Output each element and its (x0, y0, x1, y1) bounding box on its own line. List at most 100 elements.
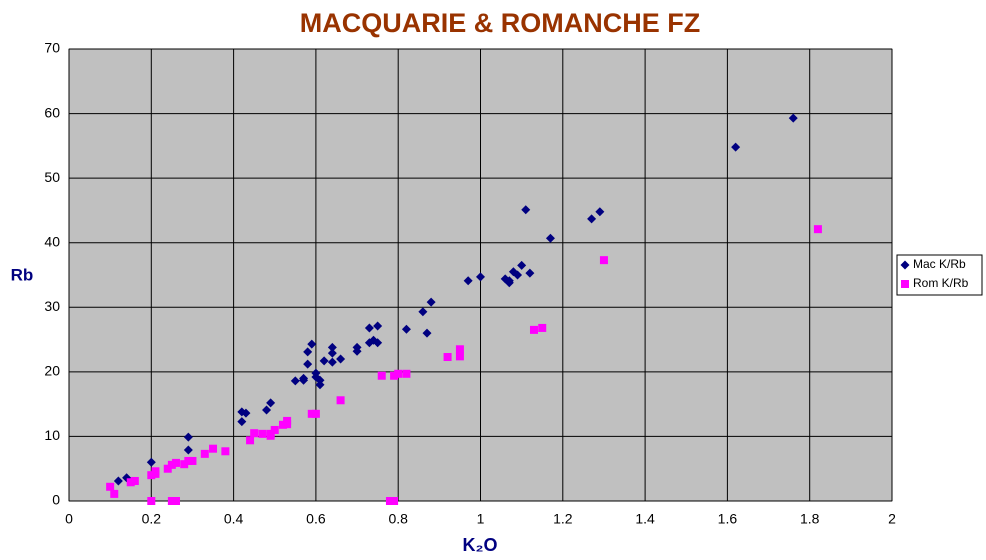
data-point (147, 471, 156, 480)
data-point (455, 345, 464, 354)
data-point (327, 342, 337, 352)
data-point (126, 478, 135, 487)
data-point (180, 460, 189, 469)
data-point (151, 467, 160, 476)
data-point (538, 323, 547, 332)
data-point (327, 357, 337, 367)
chart-title: MACQUARIE & ROMANCHE FZ (300, 8, 700, 38)
legend-marker (900, 260, 910, 270)
x-tick-label: 1 (477, 511, 485, 527)
data-point (171, 458, 180, 467)
data-point (311, 368, 321, 378)
y-axis-label: Rb (11, 265, 34, 284)
data-point (327, 348, 337, 358)
y-tick-label: 30 (44, 298, 60, 314)
data-point (401, 324, 411, 334)
data-point (545, 233, 555, 243)
data-point (183, 445, 193, 455)
x-axis-label: K₂O (463, 535, 498, 555)
data-point (336, 354, 346, 364)
data-point (394, 369, 403, 378)
data-point (390, 497, 399, 505)
y-tick-label: 0 (52, 492, 60, 508)
data-point (521, 205, 531, 215)
data-point (513, 270, 523, 280)
data-point (188, 456, 197, 465)
data-point (167, 497, 176, 505)
data-point (307, 409, 316, 418)
data-point (113, 476, 123, 486)
data-point (270, 425, 279, 434)
data-point (463, 276, 473, 286)
data-point (529, 325, 538, 334)
data-point (307, 339, 317, 349)
data-point (221, 447, 230, 456)
data-point (595, 207, 605, 217)
data-point (587, 214, 597, 224)
data-point (336, 396, 345, 405)
data-point (373, 321, 383, 331)
data-point (246, 436, 255, 445)
data-point (290, 376, 300, 386)
x-tick-label: 0.8 (388, 511, 408, 527)
data-point (315, 380, 325, 390)
legend-box (896, 254, 983, 296)
x-tick-label: 2 (888, 511, 896, 527)
legend-label: Mac K/Rb (913, 257, 966, 271)
data-point (402, 369, 411, 378)
data-point (147, 497, 156, 505)
x-tick-label: 1.8 (800, 511, 820, 527)
data-point (171, 497, 180, 505)
data-point (106, 482, 115, 491)
data-point (599, 256, 608, 265)
legend-label: Rom K/Rb (913, 276, 969, 290)
data-point (209, 444, 218, 453)
data-point (303, 347, 313, 357)
data-point (525, 268, 535, 278)
y-tick-label: 60 (44, 104, 60, 120)
data-point (352, 346, 362, 356)
data-point (146, 457, 156, 467)
data-point (278, 420, 287, 429)
x-tick-label: 1.6 (718, 511, 738, 527)
data-point (476, 272, 485, 282)
y-tick-label: 50 (44, 169, 60, 185)
data-point (504, 276, 514, 286)
data-point (788, 113, 798, 123)
data-point (110, 489, 119, 498)
data-point (258, 429, 267, 438)
data-point (377, 371, 386, 380)
data-point (426, 297, 436, 307)
y-tick-label: 10 (44, 427, 60, 443)
y-tick-label: 70 (44, 40, 60, 56)
data-point (443, 353, 452, 362)
data-point (390, 371, 399, 380)
data-point (373, 338, 383, 348)
data-point (167, 460, 176, 469)
data-point (163, 464, 172, 473)
data-point (283, 416, 292, 425)
data-point (183, 432, 193, 442)
data-point (241, 408, 251, 418)
data-point (200, 449, 209, 458)
data-point (315, 375, 325, 385)
x-tick-label: 1.2 (553, 511, 573, 527)
data-point (517, 260, 527, 270)
data-point (364, 323, 374, 333)
data-point (319, 356, 329, 366)
y-tick-label: 20 (44, 363, 60, 379)
data-point (311, 409, 320, 418)
y-tick-label: 40 (44, 233, 60, 249)
data-point (266, 398, 276, 408)
x-tick-label: 0.6 (306, 511, 326, 527)
data-point (250, 429, 259, 438)
data-point (237, 417, 247, 427)
data-point (266, 431, 275, 440)
data-point (455, 352, 464, 361)
data-point (303, 359, 313, 369)
data-point (731, 142, 741, 152)
x-tick-label: 0.4 (224, 511, 244, 527)
data-point (813, 225, 822, 234)
x-tick-label: 0.2 (142, 511, 162, 527)
